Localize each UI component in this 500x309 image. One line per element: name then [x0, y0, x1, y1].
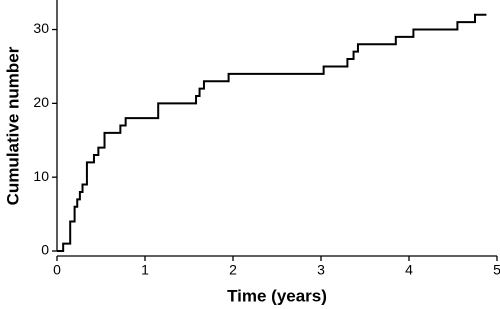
x-axis-label: Time (years): [227, 286, 327, 305]
step-line: [57, 13, 487, 252]
x-tick-label: 2: [229, 262, 237, 278]
x-tick-label: 1: [141, 262, 149, 278]
y-tick-label: 0: [41, 242, 49, 258]
x-tick-label: 0: [53, 262, 61, 278]
x-tick-label: 4: [405, 262, 413, 278]
y-tick-label: 30: [33, 20, 49, 36]
x-tick-label: 3: [317, 262, 325, 278]
y-axis-label: Cumulative number: [3, 46, 22, 205]
y-tick-label: 10: [33, 168, 49, 184]
y-tick-label: 20: [33, 94, 49, 110]
x-tick-label: 5: [493, 262, 500, 278]
